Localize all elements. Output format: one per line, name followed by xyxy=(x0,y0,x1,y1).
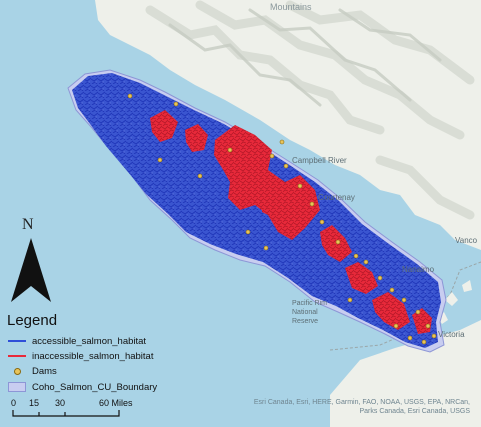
legend-label: accessible_salmon_habitat xyxy=(32,335,147,347)
place-label-campbell-river: Campbell River xyxy=(292,156,347,165)
dam-point[interactable] xyxy=(283,163,289,169)
olympic-peninsula xyxy=(330,320,481,427)
dam-point[interactable] xyxy=(319,219,325,225)
dam-point[interactable] xyxy=(335,239,341,245)
legend-item-accessible: accessible_salmon_habitat xyxy=(8,334,146,348)
scale-tick-60: 60 Miles xyxy=(99,398,133,408)
inaccessible-habitat-north2[interactable] xyxy=(185,124,208,152)
inaccessible-habitat-south2[interactable] xyxy=(372,292,410,330)
inaccessible-habitat-west[interactable] xyxy=(262,196,278,216)
place-label-mountains: Mountains xyxy=(270,2,312,12)
dam-point[interactable] xyxy=(347,297,353,303)
dam-point[interactable] xyxy=(421,339,427,345)
line-symbol-icon xyxy=(8,355,26,357)
dam-point[interactable] xyxy=(407,335,413,341)
dam-point[interactable] xyxy=(227,147,233,153)
line-symbol-icon xyxy=(8,340,26,342)
attribution-line-1: Esri Canada, Esri, HERE, Garmin, FAO, NO… xyxy=(253,399,470,406)
legend-label: inaccessible_salmon_habitat xyxy=(32,350,154,362)
place-label-nanaimo: Nanaimo xyxy=(402,265,435,274)
inaccessible-habitat-south1[interactable] xyxy=(345,262,378,294)
mainland-coast xyxy=(95,0,481,250)
inaccessible-habitat-north[interactable] xyxy=(150,110,178,142)
scale-bar: 0 15 30 60 Miles xyxy=(11,398,133,417)
border-line xyxy=(329,261,481,351)
dam-point[interactable] xyxy=(269,153,275,159)
legend-item-dams: Dams xyxy=(8,364,57,378)
place-label-reserve: Reserve xyxy=(292,318,319,325)
north-arrow-icon xyxy=(11,238,51,302)
dam-point[interactable] xyxy=(157,157,163,163)
legend-label: Coho_Salmon_CU_Boundary xyxy=(32,381,158,393)
dam-point[interactable] xyxy=(393,323,399,329)
place-label-pacific-rim: Pacific Rim xyxy=(292,300,328,307)
scale-tick-30: 30 xyxy=(55,398,65,408)
dam-point[interactable] xyxy=(353,253,359,259)
dam-point[interactable] xyxy=(309,201,315,207)
dam-point[interactable] xyxy=(389,287,395,293)
dam-point[interactable] xyxy=(127,93,133,99)
dam-point[interactable] xyxy=(245,229,251,235)
dam-symbol-icon xyxy=(8,364,26,378)
dam-point[interactable] xyxy=(173,101,179,107)
inaccessible-habitat-central[interactable] xyxy=(214,125,320,240)
scale-tick-15: 15 xyxy=(29,398,39,408)
legend-item-inaccessible: inaccessible_salmon_habitat xyxy=(8,349,153,363)
place-label-national: National xyxy=(292,309,318,316)
map-attribution: Esri Canada, Esri, HERE, Garmin, FAO, NO… xyxy=(240,398,470,416)
terrain-ridges xyxy=(145,0,475,220)
legend-label: Dams xyxy=(32,365,57,377)
accessible-habitat-area[interactable] xyxy=(72,73,441,348)
dam-point[interactable] xyxy=(297,183,303,189)
gulf-islands xyxy=(438,280,472,324)
dam-point[interactable] xyxy=(415,309,421,315)
dam-point[interactable] xyxy=(279,139,285,145)
dam-point[interactable] xyxy=(363,259,369,265)
scale-tick-0: 0 xyxy=(11,398,16,408)
dam-point[interactable] xyxy=(425,323,431,329)
place-label-vancouver: Vanco xyxy=(455,236,478,245)
inaccessible-habitat-areas[interactable] xyxy=(150,110,432,334)
attribution-line-2: Parks Canada, Esri Canada, USGS xyxy=(359,408,471,415)
terrain-ridges-fine xyxy=(168,8,442,107)
dams-layer xyxy=(127,93,437,345)
place-label-victoria: Victoria xyxy=(438,330,465,339)
box-symbol-icon xyxy=(8,382,26,392)
inaccessible-habitat-mid[interactable] xyxy=(320,225,352,262)
dam-point[interactable] xyxy=(263,245,269,251)
dam-point[interactable] xyxy=(377,275,383,281)
dam-point[interactable] xyxy=(197,173,203,179)
dam-point[interactable] xyxy=(431,333,437,339)
dam-point[interactable] xyxy=(401,297,407,303)
north-label: N xyxy=(22,216,34,233)
place-label-courtenay: Courtenay xyxy=(318,193,355,202)
legend-title: Legend xyxy=(7,312,58,329)
legend-item-boundary: Coho_Salmon_CU_Boundary xyxy=(8,380,157,394)
